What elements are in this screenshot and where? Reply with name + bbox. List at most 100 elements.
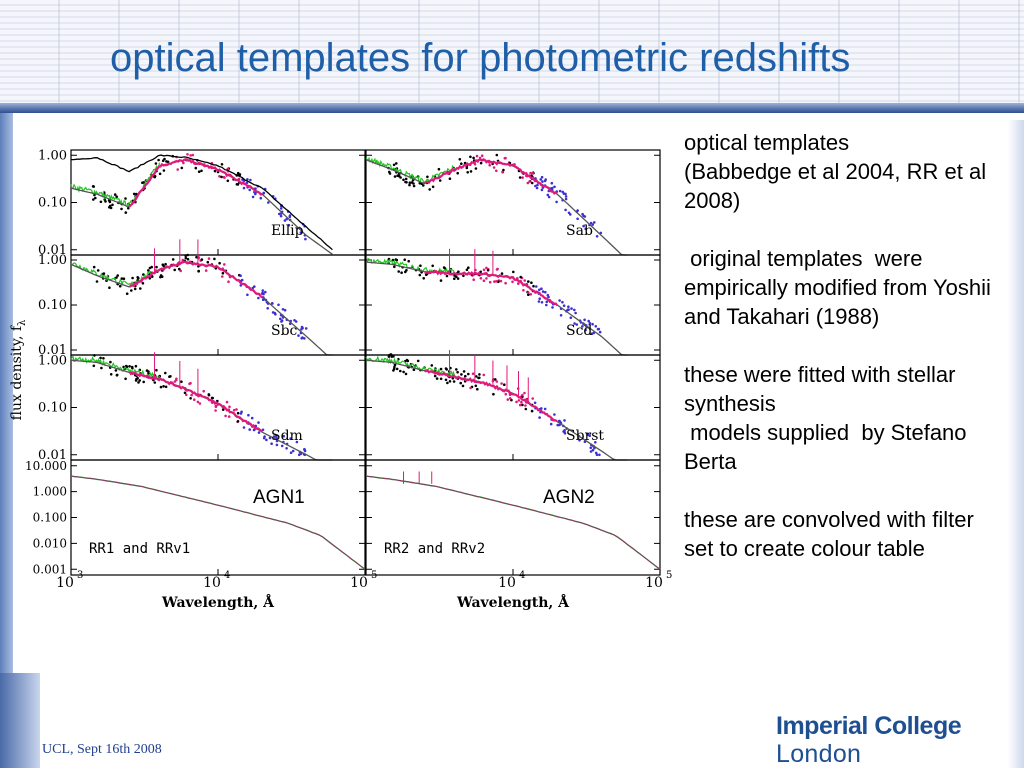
panel-sbc-0-frame [70,254,366,356]
panel-sab-1-data-point [495,153,499,157]
panel-ellip-0-data-point [132,192,136,196]
panel-sbc-0-data-point [130,289,133,292]
panel-sbrst-1-data-point [503,383,506,386]
panel-sbrst-1-data-point [482,373,486,377]
panel-ellip-0-data-point [92,198,95,201]
y-tick-label: 1.000 [33,485,67,499]
panel-sab-1-data-point [465,166,469,170]
panel-sab-1-label: Sab [566,223,593,239]
panel-scd-1-data-point [493,280,496,283]
panel-sdm-0-data-point [159,385,163,389]
panel-sab-1-data-point [458,158,462,161]
title-rule [0,103,1024,113]
panel-sbrst-1-data-point [452,380,456,383]
panel-sdm-0-label: Sdm [271,428,303,444]
panel-sdm-0-data-point [297,453,301,457]
panel-scd-1-data-point [527,291,530,294]
panel-sab-1-data-point [576,217,579,221]
panel-ellip-0-data-point [242,186,246,190]
panel-scd-1-data-point [570,307,573,310]
panel-ellip-0-data-point [220,163,224,166]
panel-sdm-0-data-point [289,437,292,440]
panel-sdm-0-data-point [285,447,288,450]
panel-scd-1-data-point [583,318,586,322]
panel-sdm-0-data-point [153,381,157,384]
panel-scd-1-data-point [512,270,515,274]
panel-sdm-0-data-point [247,413,250,417]
panel-sbc-0-data-point [304,327,308,330]
panel-sab-1-data-point [393,175,397,178]
panel-scd-1-data-point [439,279,443,282]
y-tick-label: 0.10 [38,401,67,416]
panel-sab-1-data-point [426,175,429,179]
panel-scd-1-data-point [547,295,550,299]
panel-sbc-0-label: Sbc [271,323,298,339]
panel-sbc-0-data-point [270,302,274,305]
panel-ellip-0-data-point [213,169,217,173]
panel-sab-1-data-point [564,208,567,212]
y-tick-label: 0.100 [33,511,67,525]
x-tick-label: 10 [498,575,516,591]
panel-sbrst-1-data-point [448,380,452,383]
panel-sbrst-1-data-point [549,422,553,426]
panel-sbrst-1-data-point [515,400,518,404]
panel-sdm-0-data-point [232,408,236,412]
panel-scd-1-data-point [522,289,525,292]
template-figure: 1.00 0.10 0.01 Ellip Sab 1.00 0.10 0.01 Sbc Scd 1.… [5,135,677,615]
panel-sbrst-1-data-point [521,393,524,397]
panel-scd-1-data-point [485,266,488,270]
panel-sab-1-data-point [437,167,441,171]
panel-sab-1-data-point [536,183,539,187]
y-tick-label: 0.010 [33,536,67,550]
panel-sbc-0-data-point [213,257,216,261]
panel-sbrst-1-data-point [563,430,566,434]
panel-sab-1-data-point [392,163,396,167]
panel-sbc-0-data-point [125,292,129,295]
panel-sbc-0-data-point [120,277,124,280]
panel-sbc-0-data-point [195,255,198,259]
panel-scd-1-data-point [519,275,522,279]
panel-sab-1-data-point [540,175,544,179]
panel-sab-1-data-point [469,155,472,159]
panel-sdm-0-data-point [185,393,188,397]
panel-sbc-0-data-point [274,313,277,316]
panel-sdm-0-data-point [193,398,196,402]
x-tick-exponent: 4 [519,570,525,581]
panel-sdm-0-data-point [270,442,273,446]
panel-sab-1-data-point [479,161,483,165]
panel-sdm-0-data-point [225,400,229,404]
panel-sbc-0-data-point [281,308,285,311]
panel-scd-1-data-point [456,277,460,280]
panel-sdm-0-series-magenta [128,370,263,433]
panel-sbc-0-data-point [184,256,188,260]
panel-scd-1-data-point [569,316,573,319]
panel-ellip-0-data-point [299,231,303,234]
agn2-label: AGN2 [543,487,595,508]
panel-sbrst-1-data-point [523,391,526,395]
panel-scd-1-data-point [537,300,541,303]
panel-sdm-0-data-point [236,420,240,423]
panel-scd-1-data-point [485,277,488,280]
panel-scd-1-data-point [575,323,579,326]
panel-sbc-0-data-point [95,280,99,283]
panel-sdm-0-data-point [155,368,158,372]
panel-sab-1-data-point [404,180,407,184]
x-tick-label: 10 [56,575,74,591]
panel-sbrst-1-data-point [540,407,543,410]
panel-sbrst-1-data-point [393,363,397,367]
panel-sdm-0-data-point [236,411,240,415]
panel-sab-1-data-point [528,180,531,183]
panel-sab-1-data-point [584,227,587,231]
panel-ellip-0-data-point [108,204,112,208]
panel-scd-1-data-point [587,319,590,323]
panel-sbrst-1-data-point [467,372,470,376]
panel-scd-1-data-point [465,268,469,272]
panel-scd-1-data-point [591,322,594,326]
panel-sab-1-data-point [472,156,475,160]
panel-sbrst-1-data-point [399,369,402,373]
panel-sdm-0-data-point [134,379,138,382]
panel-ellip-0-data-point [108,200,112,204]
panel-ellip-0-data-point [157,158,160,162]
y-tick-label: 0.01 [38,343,67,358]
panel-sbc-0-data-point [261,289,265,292]
